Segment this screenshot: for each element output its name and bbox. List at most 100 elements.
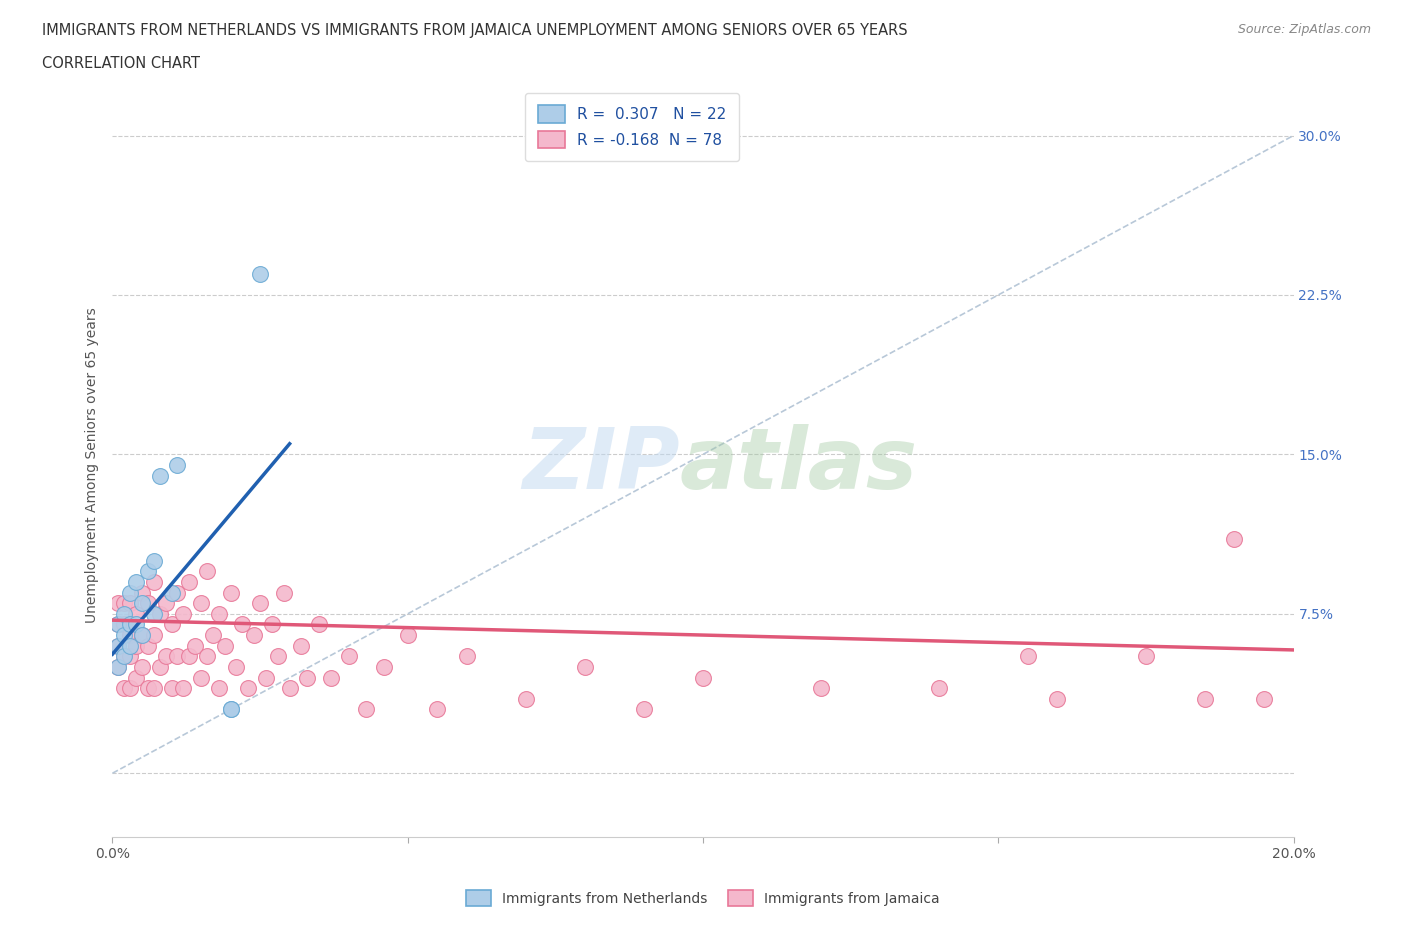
Point: [190, 596, 212, 611]
Point: [149, 659, 172, 674]
Point: [107, 659, 129, 674]
Point: [297, 671, 319, 685]
Point: [131, 659, 153, 674]
Text: ZIP: ZIP: [522, 423, 679, 507]
Point: [131, 585, 153, 600]
Point: [172, 606, 194, 621]
Point: [249, 266, 271, 281]
Point: [219, 585, 242, 600]
Point: [142, 681, 165, 696]
Point: [928, 681, 950, 696]
Point: [574, 659, 596, 674]
Point: [166, 649, 188, 664]
Point: [112, 606, 135, 621]
Text: atlas: atlas: [679, 423, 918, 507]
Point: [107, 596, 129, 611]
Point: [179, 649, 201, 664]
Point: [238, 681, 260, 696]
Point: [1223, 532, 1246, 547]
Point: [149, 468, 172, 483]
Point: [190, 671, 212, 685]
Point: [208, 681, 231, 696]
Point: [107, 638, 129, 653]
Point: [319, 671, 342, 685]
Point: [267, 649, 290, 664]
Text: IMMIGRANTS FROM NETHERLANDS VS IMMIGRANTS FROM JAMAICA UNEMPLOYMENT AMONG SENIOR: IMMIGRANTS FROM NETHERLANDS VS IMMIGRANT…: [42, 23, 908, 38]
Point: [456, 649, 478, 664]
Point: [131, 628, 153, 643]
Point: [1046, 691, 1069, 706]
Point: [1135, 649, 1157, 664]
Point: [195, 564, 218, 578]
Point: [1253, 691, 1275, 706]
Text: Source: ZipAtlas.com: Source: ZipAtlas.com: [1237, 23, 1371, 36]
Point: [107, 617, 129, 631]
Point: [243, 628, 266, 643]
Legend: Immigrants from Netherlands, Immigrants from Jamaica: Immigrants from Netherlands, Immigrants …: [460, 884, 946, 912]
Point: [219, 702, 242, 717]
Point: [373, 659, 395, 674]
Point: [142, 606, 165, 621]
Point: [120, 596, 142, 611]
Point: [1017, 649, 1039, 664]
Point: [120, 649, 142, 664]
Point: [112, 628, 135, 643]
Point: [107, 659, 129, 674]
Point: [201, 628, 224, 643]
Point: [120, 585, 142, 600]
Point: [155, 596, 177, 611]
Point: [308, 617, 330, 631]
Point: [290, 638, 312, 653]
Point: [112, 596, 135, 611]
Point: [125, 617, 148, 631]
Point: [112, 649, 135, 664]
Point: [142, 553, 165, 568]
Point: [166, 585, 188, 600]
Point: [273, 585, 295, 600]
Point: [172, 681, 194, 696]
Point: [120, 628, 142, 643]
Point: [120, 617, 142, 631]
Point: [214, 638, 236, 653]
Point: [249, 596, 271, 611]
Point: [142, 575, 165, 590]
Point: [142, 628, 165, 643]
Point: [356, 702, 378, 717]
Point: [155, 649, 177, 664]
Point: [125, 575, 148, 590]
Point: [810, 681, 832, 696]
Point: [125, 638, 148, 653]
Point: [107, 638, 129, 653]
Point: [149, 606, 172, 621]
Point: [219, 702, 242, 717]
Point: [633, 702, 655, 717]
Point: [131, 628, 153, 643]
Point: [426, 702, 449, 717]
Point: [515, 691, 537, 706]
Point: [125, 606, 148, 621]
Y-axis label: Unemployment Among Seniors over 65 years: Unemployment Among Seniors over 65 years: [86, 307, 100, 623]
Point: [136, 638, 159, 653]
Point: [160, 585, 183, 600]
Point: [136, 564, 159, 578]
Point: [160, 617, 183, 631]
Point: [166, 458, 188, 472]
Point: [112, 681, 135, 696]
Point: [160, 681, 183, 696]
Point: [692, 671, 714, 685]
Point: [120, 681, 142, 696]
Point: [396, 628, 419, 643]
Point: [337, 649, 360, 664]
Point: [208, 606, 231, 621]
Point: [254, 671, 277, 685]
Point: [112, 649, 135, 664]
Point: [225, 659, 247, 674]
Point: [107, 617, 129, 631]
Point: [136, 681, 159, 696]
Point: [136, 596, 159, 611]
Point: [260, 617, 283, 631]
Point: [179, 575, 201, 590]
Point: [1194, 691, 1216, 706]
Point: [125, 671, 148, 685]
Text: CORRELATION CHART: CORRELATION CHART: [42, 56, 200, 71]
